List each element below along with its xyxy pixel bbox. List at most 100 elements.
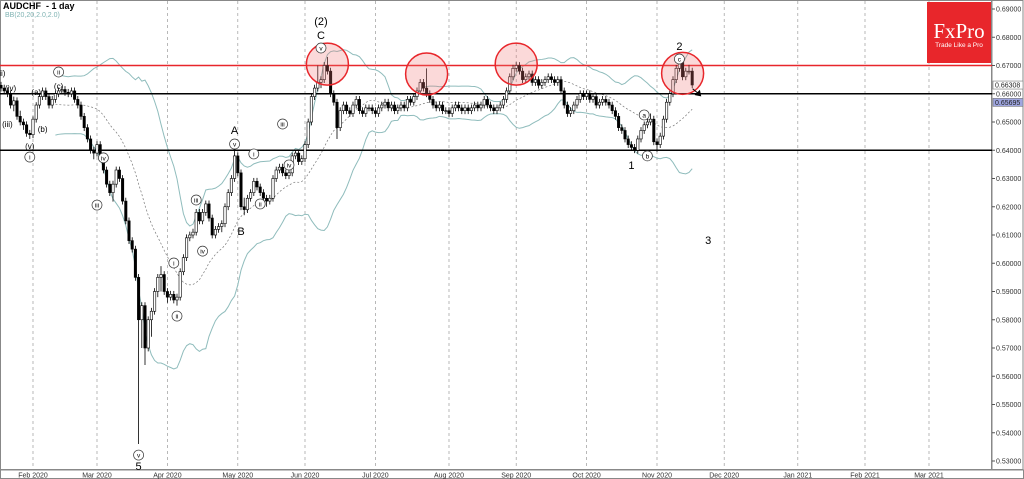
bullish-candle — [377, 107, 381, 114]
resistance-test-circle — [404, 52, 449, 96]
bullish-candle — [153, 291, 157, 312]
bullish-candle — [578, 93, 582, 100]
bearish-candle — [143, 305, 147, 349]
bearish-candle — [76, 99, 80, 106]
symbol: AUDCHF — [3, 1, 41, 11]
wave-label: B — [237, 226, 244, 238]
bearish-candle — [485, 99, 489, 106]
bearish-candle — [393, 104, 397, 112]
price-axis[interactable] — [991, 0, 1024, 470]
wave-label: 3 — [705, 235, 711, 247]
resistance-test-circle — [660, 51, 705, 96]
wave-label: 2 — [676, 41, 682, 53]
bearish-candle — [105, 169, 109, 185]
bollinger-middle-band — [55, 80, 693, 286]
bullish-candle — [191, 231, 195, 236]
bullish-candle — [482, 99, 486, 106]
logo-tagline: Trade Like a Pro — [935, 42, 983, 49]
bullish-candle — [226, 192, 230, 208]
bearish-candle — [457, 104, 461, 109]
bearish-candle — [335, 101, 339, 128]
bearish-candle — [492, 107, 496, 112]
bullish-candle — [60, 89, 64, 92]
bearish-candle — [476, 104, 480, 109]
bullish-candle — [319, 79, 323, 83]
price-tick-label: 0.59000 — [996, 289, 1021, 296]
bullish-candle — [642, 124, 646, 131]
bearish-candle — [236, 155, 240, 174]
price-tick-label: 0.68000 — [996, 35, 1021, 42]
bearish-candle — [2, 87, 6, 92]
wave-label-circle — [24, 151, 36, 163]
bullish-candle — [684, 70, 688, 78]
wave-label: ii — [176, 313, 179, 320]
wave-label: (b) — [38, 125, 48, 134]
bearish-candle — [21, 121, 25, 126]
bullish-candle — [444, 110, 448, 112]
bullish-candle — [156, 277, 160, 292]
bearish-candle — [565, 104, 569, 114]
bearish-candle — [549, 76, 553, 80]
bullish-candle — [453, 104, 457, 109]
bullish-candle — [450, 107, 454, 114]
bearish-candle — [553, 79, 557, 83]
bullish-candle — [601, 99, 605, 103]
wave-label-circle — [254, 198, 266, 210]
price-tick-label: 0.69000 — [996, 7, 1021, 14]
wave-label: ii — [57, 69, 60, 76]
wave-label: i — [173, 260, 174, 267]
bearish-candle — [441, 104, 445, 112]
bullish-candle — [194, 212, 198, 233]
bearish-candle — [92, 149, 96, 154]
bearish-candle — [386, 101, 390, 109]
bullish-candle — [399, 104, 403, 109]
bullish-candle — [57, 90, 61, 95]
resistance-test-circle — [305, 42, 350, 86]
bullish-candle — [146, 319, 150, 349]
bearish-candle — [207, 203, 211, 219]
symbol-title: AUDCHF - 1 day — [3, 1, 75, 11]
bullish-candle — [50, 99, 54, 106]
bullish-candle — [287, 172, 291, 176]
bullish-candle — [505, 90, 509, 100]
bullish-candle — [645, 121, 649, 126]
bearish-candle — [79, 104, 83, 117]
bullish-candle — [114, 169, 118, 185]
fxpro-logo: FxPro Trade Like a Pro — [927, 2, 991, 63]
wave-label-circle — [283, 159, 295, 171]
bearish-candle — [258, 186, 262, 193]
bullish-candle — [389, 104, 393, 109]
bullish-candle — [412, 96, 416, 103]
bullish-candle — [313, 87, 317, 97]
plot-area — [0, 0, 992, 470]
bearish-candle — [130, 240, 134, 250]
bearish-candle — [127, 220, 131, 241]
bearish-candle — [281, 166, 285, 174]
bullish-candle — [501, 99, 505, 106]
arrow-down-right-icon — [692, 88, 702, 97]
bullish-candle — [178, 271, 182, 298]
wave-label: a — [642, 112, 646, 119]
wave-label: (v) — [25, 142, 35, 151]
price-tick-label: 0.67000 — [996, 63, 1021, 70]
bullish-candle — [671, 79, 675, 95]
bullish-candle — [341, 104, 345, 112]
price-tick-label: 0.58000 — [996, 317, 1021, 324]
bearish-candle — [66, 92, 70, 95]
bullish-candle — [53, 93, 57, 100]
bearish-candle — [345, 104, 349, 112]
bullish-candle — [511, 68, 515, 78]
bullish-candle — [249, 192, 253, 199]
bearish-candle — [409, 99, 413, 103]
bullish-candle — [495, 107, 499, 112]
bearish-candle — [517, 65, 521, 72]
time-tick-label: Oct 2020 — [572, 473, 601, 479]
bearish-candle — [594, 96, 598, 106]
wave-label-circle — [53, 66, 64, 78]
bearish-candle — [9, 93, 13, 106]
bullish-candle — [303, 144, 307, 160]
bullish-candle — [201, 212, 205, 222]
bearish-candle — [239, 172, 243, 208]
